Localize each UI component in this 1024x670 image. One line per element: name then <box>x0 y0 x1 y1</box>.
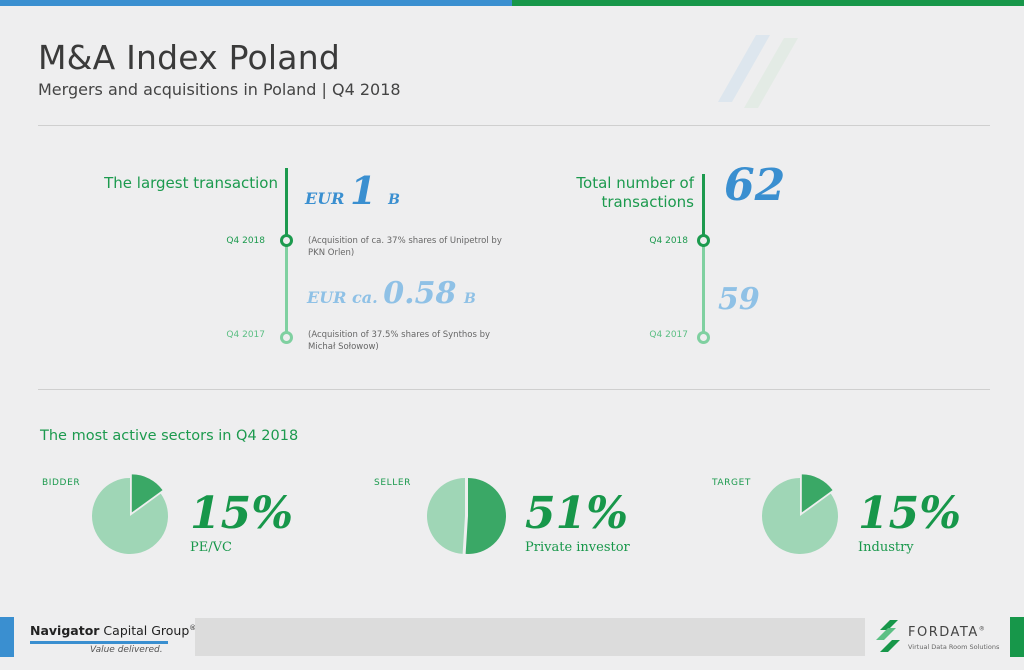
largest-value-previous: EUR ca. 0.58 B <box>307 276 476 311</box>
navigator-logo-text: Navigator Capital Group® <box>30 623 197 638</box>
sector-bidder: PE/VC <box>190 540 232 555</box>
top-color-bar <box>0 0 1024 6</box>
pie-chart-target <box>762 474 838 554</box>
total-quarter-previous: Q4 2017 <box>649 330 688 340</box>
role-bidder: BIDDER <box>42 478 81 488</box>
timeline-line-light <box>285 240 288 337</box>
total-quarter-current: Q4 2018 <box>649 236 688 246</box>
total-dot-previous <box>697 331 710 344</box>
quarter-label-previous: Q4 2017 <box>226 330 265 340</box>
sector-seller: Private investor <box>525 540 630 555</box>
total-value-previous: 59 <box>718 282 760 317</box>
fordata-logo-icon <box>876 620 900 652</box>
percent-target: 15% <box>858 488 962 539</box>
decorative-stripes <box>718 35 798 108</box>
pie-slice-rest <box>92 478 168 554</box>
footer-accent-blue <box>0 617 14 657</box>
percent-seller: 51% <box>525 488 629 539</box>
navigator-logo-bar <box>30 641 168 644</box>
divider-middle <box>38 389 990 390</box>
sectors-title: The most active sectors in Q4 2018 <box>40 428 299 444</box>
largest-note-current: (Acquisition of ca. 37% shares of Unipet… <box>308 236 502 258</box>
pie-slice-rest <box>426 478 465 554</box>
pie-slice-rest <box>762 478 838 554</box>
timeline-dot-current <box>280 234 293 247</box>
navigator-tagline: Value delivered. <box>90 645 163 655</box>
timeline-dot-previous <box>280 331 293 344</box>
total-timeline-line <box>702 174 705 240</box>
pie-slice-highlight <box>801 474 833 513</box>
footer-accent-green <box>1010 617 1024 657</box>
page-subtitle: Mergers and acquisitions in Poland | Q4 … <box>38 80 401 99</box>
pie-slice-highlight <box>465 478 506 554</box>
total-timeline-line-light <box>702 240 705 337</box>
largest-value-current: EUR 1 B <box>305 168 400 213</box>
timeline-line <box>285 168 288 240</box>
pie-slice-highlight <box>131 474 163 513</box>
sector-target: Industry <box>858 540 914 555</box>
total-dot-current <box>697 234 710 247</box>
page-title: M&A Index Poland <box>38 38 340 77</box>
footer-band <box>195 618 865 656</box>
pie-chart-seller <box>426 478 506 554</box>
divider-top <box>38 125 990 126</box>
largest-note-previous: (Acquisition of 37.5% shares of Synthos … <box>308 330 491 352</box>
quarter-label-current: Q4 2018 <box>226 236 265 246</box>
pie-chart-bidder <box>92 474 168 554</box>
role-target: TARGET <box>712 478 751 488</box>
percent-bidder: 15% <box>190 488 294 539</box>
total-value-current: 62 <box>724 160 786 211</box>
largest-transaction-label: The largest transaction <box>104 174 278 192</box>
total-transactions-label: Total number of transactions <box>576 174 694 211</box>
role-seller: SELLER <box>374 478 411 488</box>
fordata-tagline: Virtual Data Room Solutions <box>908 643 1000 651</box>
fordata-logo-text: FORDATA® <box>908 625 987 640</box>
